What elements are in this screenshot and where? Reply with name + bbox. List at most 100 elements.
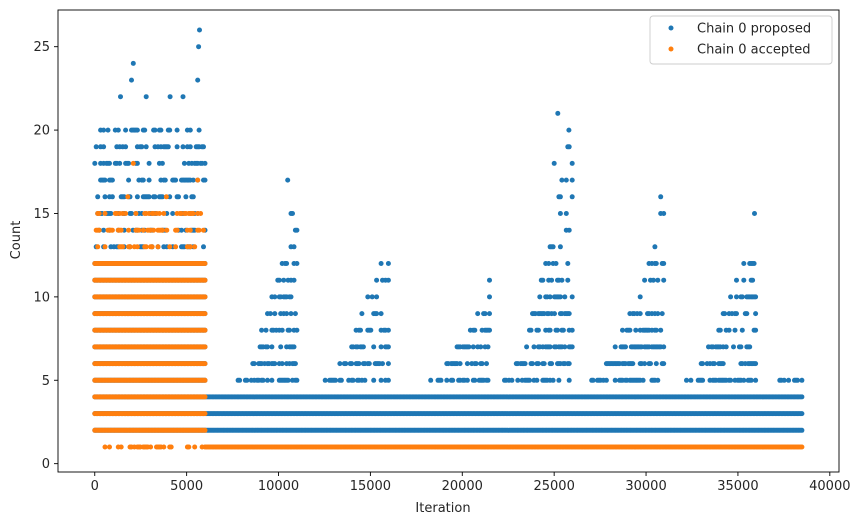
y-tick-label: 15 <box>33 207 50 222</box>
point-proposed <box>487 311 492 317</box>
point-proposed <box>563 177 569 183</box>
point-proposed <box>569 177 575 183</box>
data-points <box>92 27 805 450</box>
point-proposed <box>457 361 463 367</box>
point-proposed <box>603 377 609 383</box>
point-proposed <box>528 327 534 333</box>
point-proposed <box>549 277 555 283</box>
point-proposed <box>726 327 732 333</box>
point-proposed <box>294 261 300 266</box>
point-accepted <box>133 211 139 216</box>
point-proposed <box>284 311 290 317</box>
point-proposed <box>753 311 759 317</box>
x-tick-label: 30000 <box>625 479 666 494</box>
point-proposed <box>753 377 759 383</box>
point-proposed <box>799 411 805 417</box>
point-proposed <box>291 277 297 283</box>
point-proposed <box>655 277 661 283</box>
point-proposed <box>527 377 532 383</box>
point-proposed <box>487 327 492 333</box>
point-proposed <box>524 344 530 350</box>
point-proposed <box>473 361 479 367</box>
y-tick-label: 0 <box>42 457 50 472</box>
point-proposed <box>115 127 121 133</box>
point-proposed <box>748 377 754 383</box>
point-accepted <box>163 194 169 200</box>
point-proposed <box>482 311 488 317</box>
point-proposed <box>290 211 295 216</box>
point-proposed <box>555 327 560 333</box>
point-proposed <box>633 327 639 333</box>
point-proposed <box>244 377 250 383</box>
point-accepted <box>143 244 149 250</box>
point-accepted <box>107 444 112 450</box>
x-tick-label: 40000 <box>809 479 850 494</box>
point-proposed <box>374 311 380 317</box>
point-proposed <box>123 144 129 150</box>
point-proposed <box>365 294 371 300</box>
point-proposed <box>102 194 108 200</box>
point-accepted <box>202 277 208 283</box>
legend-label-accepted: Chain 0 accepted <box>697 43 811 58</box>
point-accepted <box>202 394 208 400</box>
point-proposed <box>522 361 528 367</box>
point-proposed <box>368 327 374 333</box>
point-proposed <box>562 294 568 300</box>
y-axis: 0 5 10 15 20 25 <box>33 40 58 472</box>
point-accepted <box>187 244 193 250</box>
point-accepted <box>192 244 198 250</box>
point-proposed <box>728 294 734 300</box>
point-proposed <box>540 277 546 283</box>
point-proposed <box>159 194 165 200</box>
point-proposed <box>795 377 800 383</box>
point-proposed <box>366 361 372 367</box>
point-proposed <box>93 144 99 150</box>
point-proposed <box>109 194 115 200</box>
point-accepted <box>123 211 129 216</box>
point-proposed <box>661 211 667 216</box>
point-proposed <box>747 344 753 350</box>
point-proposed <box>569 344 575 350</box>
point-proposed <box>196 127 202 133</box>
point-proposed <box>537 294 543 300</box>
point-proposed <box>720 361 726 367</box>
x-tick-label: 5000 <box>170 479 203 494</box>
point-proposed <box>134 194 140 200</box>
point-proposed <box>263 327 269 333</box>
point-proposed <box>159 160 165 166</box>
point-proposed <box>566 227 572 233</box>
point-proposed <box>146 194 152 200</box>
x-tick-label: 35000 <box>717 479 758 494</box>
point-proposed <box>722 311 728 317</box>
point-proposed <box>121 194 127 200</box>
point-accepted <box>149 244 155 250</box>
point-proposed <box>566 361 572 367</box>
point-proposed <box>734 294 739 300</box>
point-proposed <box>552 311 557 317</box>
point-proposed <box>620 327 625 333</box>
point-proposed <box>569 327 575 333</box>
point-accepted <box>151 227 157 233</box>
point-accepted <box>126 227 132 233</box>
point-proposed <box>731 344 736 350</box>
point-proposed <box>385 377 391 383</box>
point-proposed <box>563 211 569 216</box>
point-proposed <box>385 327 391 333</box>
point-proposed <box>557 244 563 250</box>
point-proposed <box>450 377 456 383</box>
point-proposed <box>378 311 384 317</box>
point-proposed <box>180 144 186 150</box>
point-proposed <box>557 194 563 200</box>
point-proposed <box>369 294 375 300</box>
y-tick-label: 10 <box>33 290 50 305</box>
point-proposed <box>107 160 112 166</box>
point-proposed <box>285 177 291 183</box>
point-proposed <box>547 294 553 300</box>
point-proposed <box>753 327 759 333</box>
point-proposed <box>534 377 540 383</box>
point-proposed <box>752 211 757 216</box>
point-proposed <box>569 194 575 200</box>
point-proposed <box>158 127 164 133</box>
point-proposed <box>267 311 273 317</box>
point-proposed <box>637 294 643 300</box>
